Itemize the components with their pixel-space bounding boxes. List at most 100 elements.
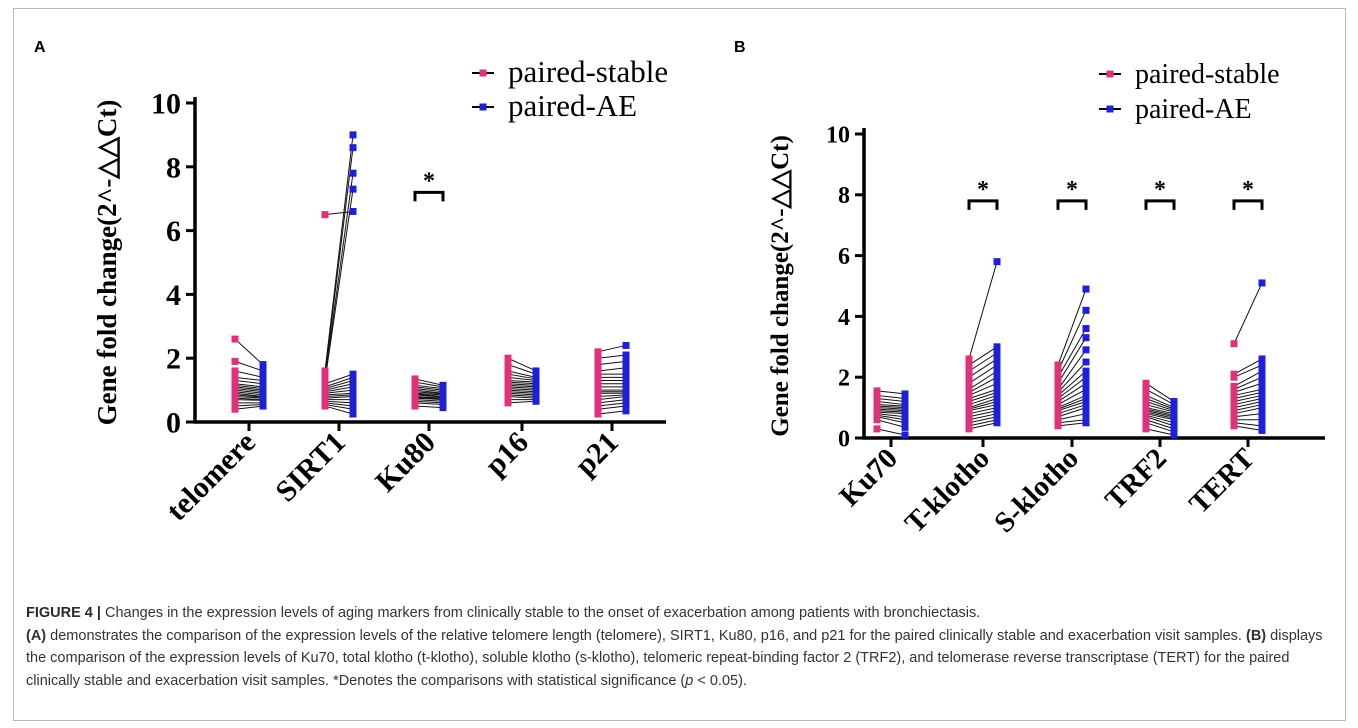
y-tick-label: 6 bbox=[166, 215, 181, 248]
stable-point bbox=[1054, 379, 1062, 387]
pair-line bbox=[968, 413, 998, 421]
stable-point bbox=[965, 355, 973, 363]
pair-line bbox=[1233, 404, 1263, 412]
ae-point bbox=[1170, 431, 1178, 439]
significance-bracket bbox=[413, 190, 445, 202]
pair-line bbox=[876, 419, 906, 428]
ae-point bbox=[1258, 361, 1266, 369]
ae-point bbox=[1082, 325, 1090, 333]
ae-point bbox=[1082, 285, 1090, 293]
pair-line bbox=[1145, 416, 1175, 427]
caption-b-text: displays the comparison of the expressio… bbox=[26, 627, 1323, 689]
ae-point bbox=[349, 185, 357, 193]
pair-line bbox=[1233, 388, 1263, 396]
x-tick-label-trf2: TRF2 bbox=[1099, 442, 1173, 516]
stable-point bbox=[594, 410, 602, 418]
significance-asterisk: * bbox=[977, 177, 989, 203]
legend-label-ae: paired-AE bbox=[508, 88, 637, 123]
stable-point bbox=[1142, 379, 1150, 387]
pair-line bbox=[414, 402, 444, 405]
pair-line bbox=[1057, 404, 1087, 415]
pair-line bbox=[507, 400, 537, 404]
y-axis-label: Gene fold change(2^-△△Ct) bbox=[92, 100, 122, 426]
pair-line bbox=[1057, 419, 1087, 424]
ae-point bbox=[1258, 404, 1266, 412]
pair-line bbox=[876, 404, 906, 407]
legend-label-stable: paired-stable bbox=[1135, 59, 1280, 90]
legend-marker bbox=[479, 69, 487, 77]
pair-line bbox=[324, 394, 354, 397]
pair-line bbox=[968, 388, 998, 399]
pair-line bbox=[414, 400, 444, 404]
pair-line bbox=[1233, 376, 1263, 390]
pair-line bbox=[507, 388, 537, 391]
stable-point bbox=[594, 361, 602, 369]
pair-line bbox=[234, 380, 264, 385]
stable-point bbox=[1230, 340, 1238, 348]
pair-line bbox=[876, 407, 906, 410]
ae-point bbox=[993, 343, 1001, 351]
pair-line bbox=[1145, 382, 1175, 402]
pair-line bbox=[1145, 408, 1175, 416]
pair-line bbox=[1057, 382, 1087, 402]
significance-asterisk: * bbox=[423, 168, 435, 194]
pair-line bbox=[507, 386, 537, 390]
pair-line bbox=[507, 394, 537, 397]
x-tick-label-s-klotho: S-klotho bbox=[988, 442, 1085, 539]
pair-line bbox=[507, 395, 537, 399]
stable-point bbox=[965, 425, 973, 433]
pair-line bbox=[324, 210, 354, 216]
pair-line bbox=[507, 392, 537, 396]
legend-label-stable: paired-stable bbox=[508, 54, 668, 89]
pair-line bbox=[234, 383, 264, 388]
y-axis-label: Gene fold change(2^-△△Ct) bbox=[767, 135, 794, 437]
stable-point bbox=[231, 357, 239, 365]
ae-point bbox=[349, 405, 357, 413]
pair-line bbox=[1057, 401, 1087, 412]
pair-line bbox=[507, 380, 537, 383]
pair-line bbox=[234, 386, 264, 391]
legend-marker bbox=[1106, 70, 1114, 78]
pair-line bbox=[1145, 411, 1175, 419]
ae-point bbox=[1082, 404, 1090, 412]
ae-point bbox=[1258, 367, 1266, 375]
stable-point bbox=[231, 335, 239, 343]
pair-line bbox=[1057, 398, 1087, 410]
ae-point bbox=[993, 349, 1001, 357]
pair-line bbox=[324, 402, 354, 407]
pair-line bbox=[968, 404, 998, 412]
pair-line bbox=[968, 370, 998, 390]
ae-point bbox=[349, 131, 357, 139]
pair-line bbox=[507, 389, 537, 393]
panel-a-chart: A Gene fold change(2^-△△Ct) 0 2 4 6 8 10 telomer… bbox=[34, 39, 668, 527]
pair-line bbox=[234, 399, 264, 401]
ae-point bbox=[1258, 416, 1266, 424]
stable-point bbox=[965, 367, 973, 375]
stable-point bbox=[873, 387, 881, 395]
pair-line bbox=[1145, 401, 1175, 412]
ae-point bbox=[622, 351, 630, 359]
pair-line bbox=[1233, 391, 1263, 399]
legend-marker bbox=[1106, 105, 1114, 113]
pair-line bbox=[1057, 394, 1087, 409]
ae-point bbox=[1082, 306, 1090, 314]
y-tick-label: 6 bbox=[838, 244, 850, 270]
stable-point bbox=[504, 361, 512, 369]
pair-line bbox=[1057, 361, 1087, 393]
x-tick-label-p21: p21 bbox=[569, 426, 625, 482]
ae-point bbox=[1082, 373, 1090, 381]
pair-line bbox=[324, 383, 354, 391]
ae-point bbox=[1082, 334, 1090, 342]
panel-b-chart: B Gene fold change(2^-△△Ct) 0 2 4 6 8 10 Ku70T-k… bbox=[734, 39, 1325, 539]
significance-asterisk: * bbox=[1242, 177, 1254, 203]
pair-line bbox=[507, 391, 537, 394]
pair-line bbox=[414, 397, 444, 401]
ae-point bbox=[622, 357, 630, 365]
ae-point bbox=[901, 431, 909, 439]
ae-point bbox=[1082, 367, 1090, 375]
x-tick-label-sirt1: SIRT1 bbox=[269, 426, 352, 509]
pair-line bbox=[1233, 397, 1263, 406]
pair-line bbox=[324, 380, 354, 389]
ae-point bbox=[622, 364, 630, 372]
ae-point bbox=[993, 361, 1001, 369]
